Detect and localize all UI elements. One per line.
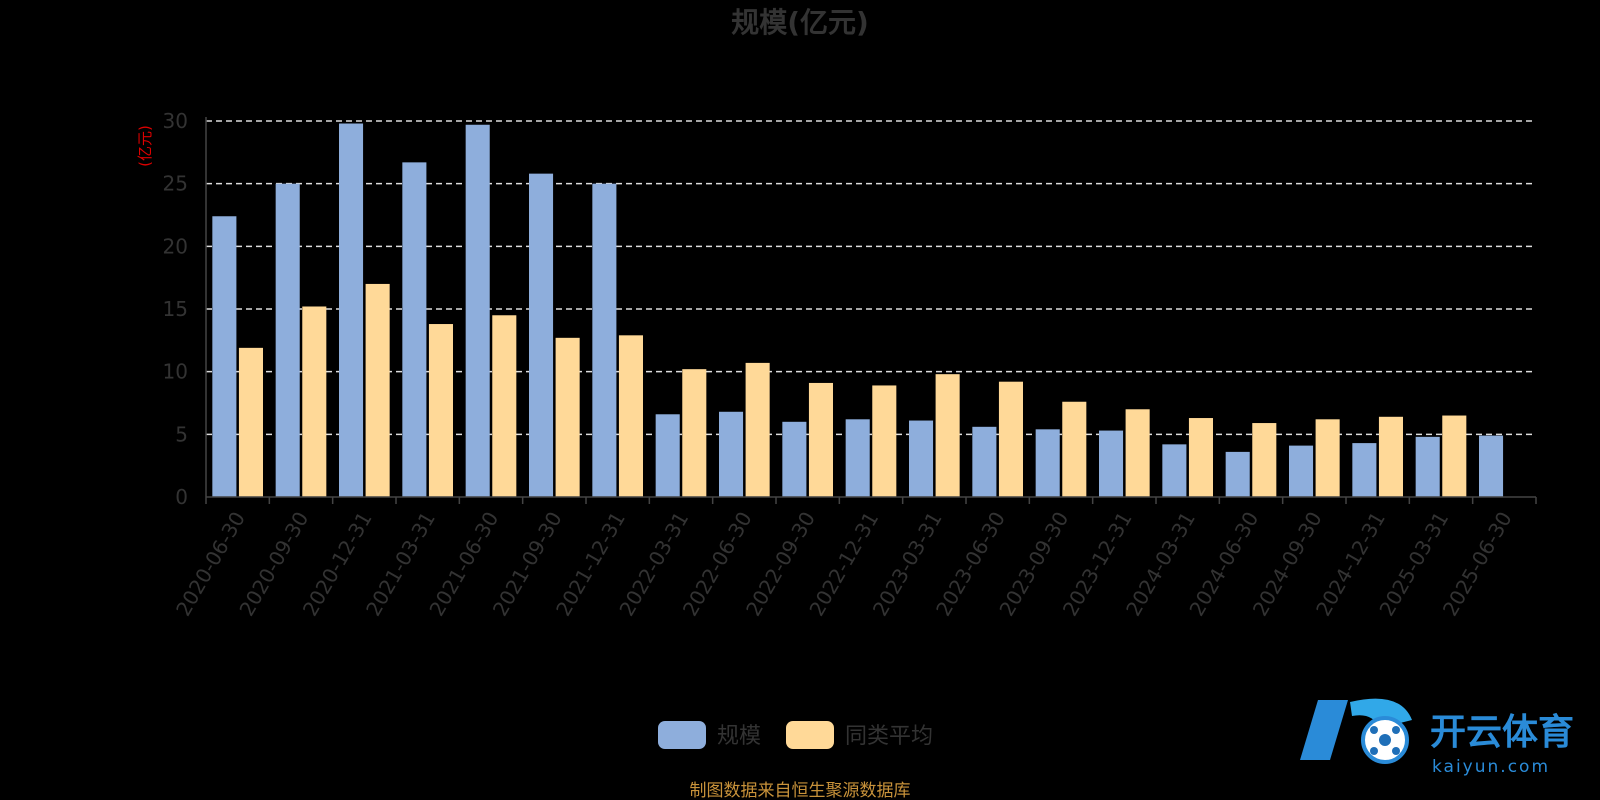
bar-peer-average <box>808 382 833 497</box>
bar-peer-average <box>1188 418 1213 497</box>
watermark-url: kaiyun.com <box>1432 757 1550 777</box>
bar-scale <box>972 426 997 497</box>
bar-scale <box>592 183 617 497</box>
data-source-note: 制图数据来自恒生聚源数据库 <box>690 781 911 800</box>
legend-label: 同类平均 <box>845 724 933 749</box>
y-tick-label: 15 <box>163 297 188 321</box>
bar-scale <box>212 216 237 497</box>
bars <box>212 123 1504 498</box>
legend-label: 规模 <box>717 724 761 749</box>
bar-peer-average <box>238 347 263 497</box>
bar-peer-average <box>872 385 897 497</box>
bar-scale <box>845 419 870 497</box>
bar-scale <box>1479 435 1504 497</box>
y-tick-label: 25 <box>163 172 188 196</box>
bar-scale <box>1352 443 1377 497</box>
bar-scale <box>1289 445 1314 497</box>
bar-scale <box>719 411 744 497</box>
bar-scale <box>909 420 934 497</box>
bar-scale <box>782 421 807 497</box>
legend-swatch <box>658 721 706 749</box>
bar-peer-average <box>1062 401 1087 497</box>
bar-peer-average <box>555 337 580 497</box>
bar-peer-average <box>745 362 770 497</box>
watermark-logo: 开云体育 kaiyun.com <box>1300 698 1574 777</box>
bar-scale <box>1162 444 1187 497</box>
bar-peer-average <box>618 335 643 497</box>
y-tick-label: 0 <box>175 485 188 509</box>
y-tick-label: 10 <box>163 360 188 384</box>
bar-scale <box>402 162 427 498</box>
bar-scale <box>1035 429 1060 497</box>
bar-peer-average <box>1378 416 1403 497</box>
bar-peer-average <box>428 324 453 497</box>
bar-peer-average <box>1125 409 1150 497</box>
legend: 规模 同类平均 <box>658 721 933 749</box>
legend-swatch <box>786 721 834 749</box>
soccer-ball-k-logo-icon <box>1300 698 1412 764</box>
y-tick-label: 30 <box>163 109 188 133</box>
bar-scale <box>1415 436 1440 497</box>
bar-scale <box>275 183 300 497</box>
bar-scale <box>1099 430 1124 497</box>
bar-peer-average <box>935 374 960 497</box>
bar-scale <box>1225 451 1250 497</box>
y-tick-label: 20 <box>163 234 188 258</box>
bar-peer-average <box>998 381 1023 497</box>
bar-peer-average <box>1252 423 1277 497</box>
grid-lines <box>206 120 1536 436</box>
bar-scale <box>529 173 554 497</box>
bar-peer-average <box>492 315 517 497</box>
y-tick-label: 5 <box>175 422 188 446</box>
bar-peer-average <box>365 283 390 497</box>
chart-title: 规模(亿元) <box>731 6 869 39</box>
bar-peer-average <box>1315 419 1340 497</box>
bar-peer-average <box>1442 415 1467 497</box>
watermark-brand: 开云体育 <box>1430 712 1574 753</box>
bar-scale <box>655 414 680 497</box>
bar-peer-average <box>302 306 327 497</box>
bar-scale <box>465 124 490 497</box>
bar-peer-average <box>682 369 707 497</box>
bar-scale <box>339 123 364 498</box>
y-axis-unit-label: (亿元) <box>136 125 154 167</box>
